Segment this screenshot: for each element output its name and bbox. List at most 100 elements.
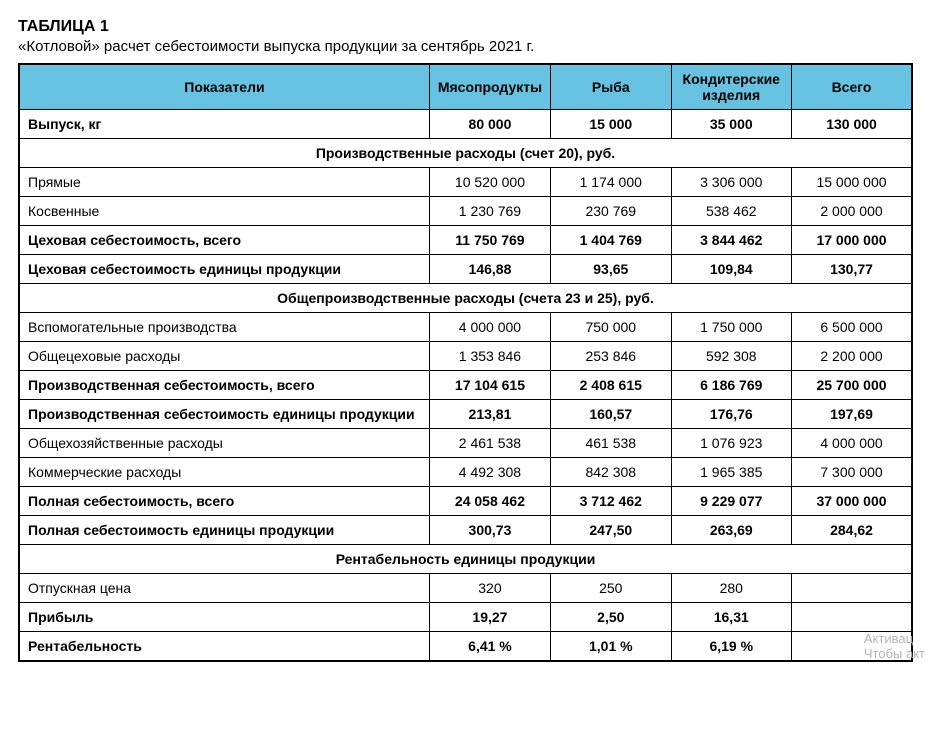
row-value: 3 306 000: [671, 168, 792, 197]
row-value: 592 308: [671, 342, 792, 371]
row-value: 253 846: [551, 342, 671, 371]
table-row: Коммерческие расходы4 492 308842 3081 96…: [19, 458, 912, 487]
table-row: Вспомогательные производства4 000 000750…: [19, 313, 912, 342]
row-value: 3 712 462: [551, 487, 671, 516]
section-header-cell: Рентабельность единицы продукции: [19, 545, 912, 574]
row-value: 197,69: [792, 400, 912, 429]
cost-table: Показатели Мясопродукты Рыба Кондитерски…: [18, 63, 913, 662]
row-value: 2,50: [551, 603, 671, 632]
row-value: 130 000: [792, 110, 912, 139]
row-value: 15 000 000: [792, 168, 912, 197]
section-header-cell: Производственные расходы (счет 20), руб.: [19, 139, 912, 168]
row-label: Общецеховые расходы: [19, 342, 429, 371]
table-row: Выпуск, кг80 00015 00035 000130 000: [19, 110, 912, 139]
table-row: Косвенные1 230 769230 769538 4622 000 00…: [19, 197, 912, 226]
row-value: 6,41 %: [429, 632, 550, 662]
watermark-line1: Активац: [864, 631, 925, 647]
row-label: Полная себестоимость единицы продукции: [19, 516, 429, 545]
col-header-total: Всего: [792, 64, 912, 110]
row-value: 1,01 %: [551, 632, 671, 662]
col-header-confectionery: Кондитерские изделия: [671, 64, 792, 110]
row-value: 4 492 308: [429, 458, 550, 487]
row-value: 1 965 385: [671, 458, 792, 487]
row-value: 3 844 462: [671, 226, 792, 255]
row-label: Цеховая себестоимость, всего: [19, 226, 429, 255]
row-value: 230 769: [551, 197, 671, 226]
row-label: Рентабельность: [19, 632, 429, 662]
col-header-meat: Мясопродукты: [429, 64, 550, 110]
row-value: 2 461 538: [429, 429, 550, 458]
row-value: 538 462: [671, 197, 792, 226]
row-value: 19,27: [429, 603, 550, 632]
row-value: 37 000 000: [792, 487, 912, 516]
table-row: Цеховая себестоимость единицы продукции 1…: [19, 255, 912, 284]
row-value: 6 186 769: [671, 371, 792, 400]
row-value: 4 000 000: [792, 429, 912, 458]
row-value: 300,73: [429, 516, 550, 545]
row-value: 17 000 000: [792, 226, 912, 255]
row-value: 7 300 000: [792, 458, 912, 487]
row-value: 2 200 000: [792, 342, 912, 371]
row-label: Цеховая себестоимость единицы продукции: [19, 255, 429, 284]
row-value: [792, 574, 912, 603]
section-header-cell: Общепроизводственные расходы (счета 23 и…: [19, 284, 912, 313]
row-label: Общехозяйственные расходы: [19, 429, 429, 458]
row-label: Выпуск, кг: [19, 110, 429, 139]
table-row: Полная себестоимость, всего24 058 4623 7…: [19, 487, 912, 516]
row-label: Коммерческие расходы: [19, 458, 429, 487]
row-value: 842 308: [551, 458, 671, 487]
row-value: 17 104 615: [429, 371, 550, 400]
row-value: 6,19 %: [671, 632, 792, 662]
table-row: Общехозяйственные расходы2 461 538461 53…: [19, 429, 912, 458]
row-label: Прямые: [19, 168, 429, 197]
row-value: 93,65: [551, 255, 671, 284]
watermark-line2: Чтобы акт: [864, 646, 925, 662]
row-value: 6 500 000: [792, 313, 912, 342]
row-label: Косвенные: [19, 197, 429, 226]
table-row: Цеховая себестоимость, всего11 750 7691 …: [19, 226, 912, 255]
row-value: [792, 603, 912, 632]
row-value: 1 404 769: [551, 226, 671, 255]
table-title: ТАБЛИЦА 1: [18, 18, 913, 36]
row-value: 2 000 000: [792, 197, 912, 226]
row-value: 16,31: [671, 603, 792, 632]
row-value: 15 000: [551, 110, 671, 139]
row-label: Отпускная цена: [19, 574, 429, 603]
table-header-row: Показатели Мясопродукты Рыба Кондитерски…: [19, 64, 912, 110]
row-value: 247,50: [551, 516, 671, 545]
row-value: 9 229 077: [671, 487, 792, 516]
row-label: Полная себестоимость, всего: [19, 487, 429, 516]
col-header-fish: Рыба: [551, 64, 671, 110]
row-value: 160,57: [551, 400, 671, 429]
row-value: 25 700 000: [792, 371, 912, 400]
row-value: 1 230 769: [429, 197, 550, 226]
activation-watermark: Активац Чтобы акт: [864, 631, 925, 662]
row-label: Производственная себестоимость, всего: [19, 371, 429, 400]
table-row: Прямые10 520 0001 174 0003 306 00015 000…: [19, 168, 912, 197]
row-label: Прибыль: [19, 603, 429, 632]
table-row: Рентабельность единицы продукции: [19, 545, 912, 574]
row-value: 109,84: [671, 255, 792, 284]
row-value: 1 174 000: [551, 168, 671, 197]
table-row: Производственные расходы (счет 20), руб.: [19, 139, 912, 168]
row-value: 80 000: [429, 110, 550, 139]
row-value: 35 000: [671, 110, 792, 139]
table-row: Производственная себестоимость, всего17 …: [19, 371, 912, 400]
table-row: Производственная себестоимость единицы п…: [19, 400, 912, 429]
table-row: Прибыль19,272,5016,31: [19, 603, 912, 632]
row-value: 176,76: [671, 400, 792, 429]
row-value: 213,81: [429, 400, 550, 429]
row-label: Вспомогательные производства: [19, 313, 429, 342]
row-value: 284,62: [792, 516, 912, 545]
row-value: 130,77: [792, 255, 912, 284]
row-value: 1 076 923: [671, 429, 792, 458]
row-value: 11 750 769: [429, 226, 550, 255]
table-subtitle: «Котловой» расчет себестоимости выпуска …: [18, 38, 913, 55]
col-header-indicator: Показатели: [19, 64, 429, 110]
table-row: Общецеховые расходы1 353 846253 846592 3…: [19, 342, 912, 371]
row-value: 4 000 000: [429, 313, 550, 342]
row-value: 1 353 846: [429, 342, 550, 371]
row-value: 2 408 615: [551, 371, 671, 400]
row-value: 750 000: [551, 313, 671, 342]
row-value: 250: [551, 574, 671, 603]
